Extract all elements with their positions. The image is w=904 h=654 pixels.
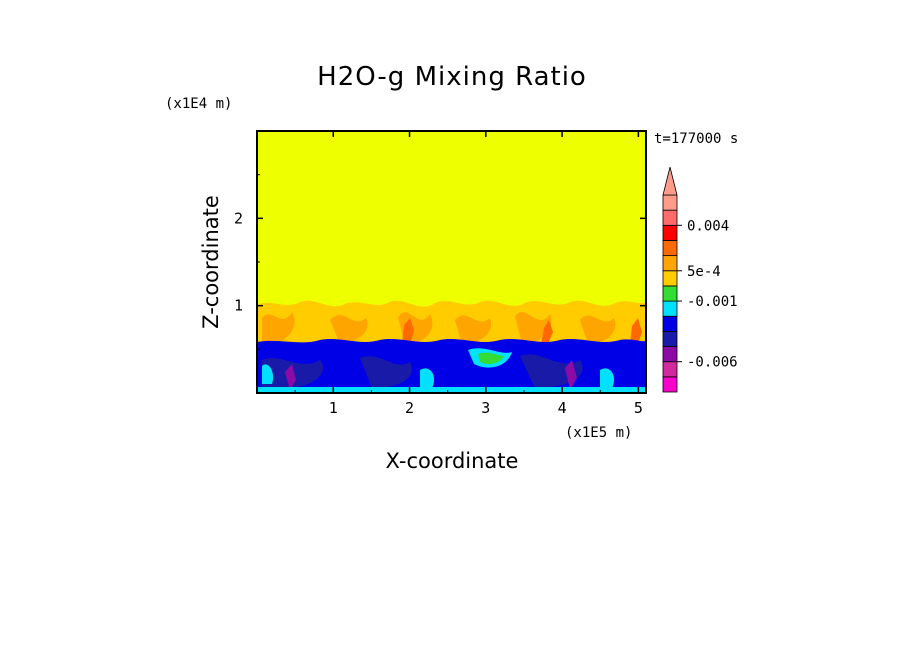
cyan-patch-4 bbox=[600, 368, 615, 388]
x-axis: 1 2 3 4 5 bbox=[294, 131, 643, 417]
y-tick-label: 1 bbox=[234, 297, 243, 315]
lower-dark-2 bbox=[360, 356, 412, 388]
purple-patch-2 bbox=[565, 360, 577, 390]
colorbar-segment bbox=[662, 194, 678, 211]
y-tick-label: 2 bbox=[234, 209, 243, 227]
y-axis-label: Z-coordinate bbox=[199, 195, 223, 329]
colorbar-labels: -0.006 -0.001 5e-4 0.004 bbox=[677, 218, 738, 371]
x-tick-label: 3 bbox=[481, 399, 490, 417]
plume-orange-6 bbox=[580, 315, 616, 344]
colorbar-segment bbox=[662, 300, 678, 317]
cyan-patch-2 bbox=[262, 364, 274, 384]
chart-title: H2O-g Mixing Ratio bbox=[317, 62, 587, 92]
plume-orange-2 bbox=[330, 315, 368, 344]
x-axis-label: X-coordinate bbox=[386, 449, 519, 473]
lower-dark-3 bbox=[520, 354, 583, 388]
colorbar-extend-arrow bbox=[662, 166, 678, 196]
y-axis: 12 bbox=[234, 174, 646, 350]
colorbar bbox=[662, 166, 678, 393]
plume-red-3 bbox=[630, 318, 642, 344]
plume-red-1 bbox=[402, 318, 414, 344]
x-tick-label: 5 bbox=[634, 399, 643, 417]
y-scale-label: (x1E4 m) bbox=[165, 96, 232, 112]
colorbar-segment bbox=[662, 255, 678, 272]
bottom-cyan-strip bbox=[257, 387, 646, 393]
x-scale-label: (x1E5 m) bbox=[565, 425, 632, 441]
cyan-patch-3 bbox=[420, 368, 435, 388]
colorbar-label: -0.001 bbox=[687, 294, 738, 310]
x-tick-label: 4 bbox=[558, 399, 567, 417]
colorbar-segment bbox=[662, 376, 678, 393]
colorbar-segment bbox=[662, 240, 678, 257]
green-patch-1 bbox=[478, 352, 504, 364]
plume-red-2 bbox=[541, 320, 553, 344]
colorbar-segment bbox=[662, 209, 678, 226]
heatmap-field bbox=[257, 131, 646, 393]
plume-orange-4 bbox=[455, 315, 492, 344]
time-label: t=177000 s bbox=[654, 131, 738, 147]
colorbar-segment bbox=[662, 330, 678, 347]
colorbar-segment bbox=[662, 346, 678, 363]
colorbar-label: -0.006 bbox=[687, 355, 738, 371]
colorbar-segment bbox=[662, 285, 678, 302]
plume-orange-1 bbox=[262, 312, 295, 344]
x-tick-label: 2 bbox=[405, 399, 414, 417]
colorbar-segment bbox=[662, 224, 678, 241]
x-tick-label: 1 bbox=[329, 399, 338, 417]
colorbar-label: 0.004 bbox=[687, 218, 729, 234]
colorbar-segment bbox=[662, 361, 678, 378]
colorbar-label: 5e-4 bbox=[687, 264, 721, 280]
colorbar-segment bbox=[662, 270, 678, 287]
purple-patch-1 bbox=[285, 364, 296, 390]
colorbar-segment bbox=[662, 315, 678, 332]
plume-orange-5 bbox=[515, 312, 552, 344]
